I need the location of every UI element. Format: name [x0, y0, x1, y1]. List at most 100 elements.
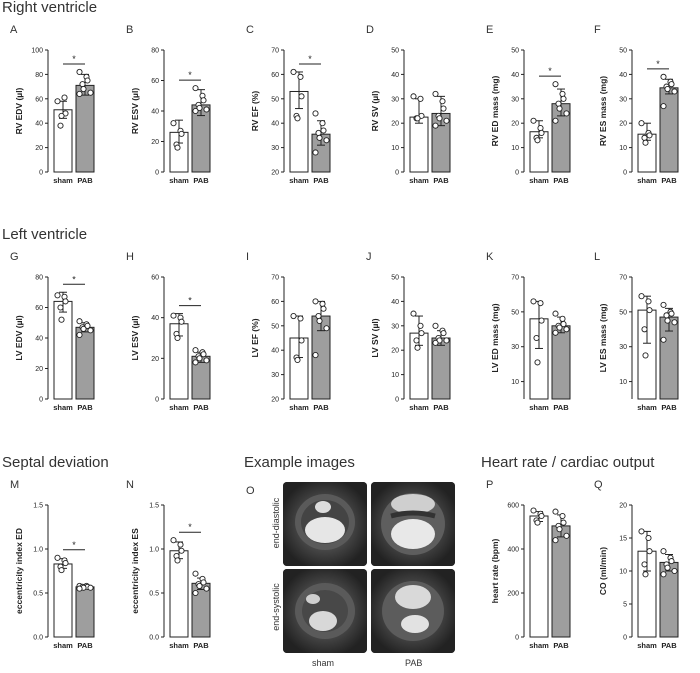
data-point [87, 89, 94, 96]
bar-pab [75, 326, 95, 400]
data-point [57, 122, 64, 129]
data-point [439, 98, 446, 105]
y-axis-label: LV SV (µl) [370, 318, 380, 357]
y-tick-label: 20 [271, 397, 279, 404]
category-label: PAB [661, 176, 677, 185]
data-point [537, 300, 544, 307]
data-point [298, 337, 305, 344]
y-tick-label: 20 [35, 366, 43, 373]
y-tick-label: 20 [391, 348, 399, 355]
data-point [174, 144, 181, 151]
panel-letter: D [366, 24, 374, 36]
y-tick-label: 400 [507, 547, 519, 554]
data-point [319, 120, 326, 127]
data-point [559, 512, 566, 520]
data-point [192, 570, 199, 577]
data-point [660, 548, 667, 555]
y-axis-label: eccentricity index ES [130, 528, 140, 614]
data-point [668, 310, 675, 317]
significance-star: * [308, 54, 312, 64]
category-label: PAB [313, 176, 329, 185]
y-tick-label: 70 [271, 48, 279, 55]
significance-star: * [188, 296, 192, 306]
y-axis-label: eccentricity index ED [14, 528, 24, 614]
data-point [552, 117, 559, 124]
data-point [556, 105, 563, 112]
y-tick-label: 10 [391, 145, 399, 152]
y-tick-label: 20 [391, 121, 399, 128]
chart-panel-f: F RV ES mass (mg) 0 10 20 30 40 50 sham PAB * [594, 24, 679, 185]
data-point [660, 73, 667, 80]
y-tick-label: 40 [271, 121, 279, 128]
chart-panel-l: L LV ES mass (mg) 10 30 50 70 sham PAB [594, 251, 679, 412]
data-point [642, 352, 649, 359]
y-tick-label: 10 [511, 379, 519, 386]
data-point [530, 117, 537, 124]
y-tick-label: 60 [35, 305, 43, 312]
data-point [57, 304, 64, 311]
mri-image [283, 482, 367, 566]
category-label: sham [53, 176, 73, 185]
data-point [642, 139, 649, 146]
category-label: sham [637, 403, 657, 412]
data-point [192, 347, 199, 354]
category-label: PAB [661, 641, 677, 650]
data-point [178, 318, 185, 325]
category-label: sham [289, 176, 309, 185]
data-point [414, 344, 421, 351]
data-point [294, 115, 301, 122]
category-label: sham [529, 176, 549, 185]
data-point [62, 560, 69, 567]
data-point [76, 331, 83, 338]
y-tick-label: 10 [511, 145, 519, 152]
mri-pab-end-systolic [371, 569, 455, 653]
y-axis-label: RV EF (%) [250, 91, 260, 132]
y-tick-label: 40 [35, 121, 43, 128]
bar-pab [659, 87, 679, 173]
y-axis-label: RV ESV (µl) [130, 88, 140, 134]
y-tick-label: 30 [271, 145, 279, 152]
panel-letter: E [486, 24, 493, 36]
data-point [534, 519, 541, 526]
data-point [54, 292, 61, 299]
data-point [58, 112, 65, 119]
image-col-label-pab: PAB [405, 658, 423, 668]
data-point [645, 534, 652, 542]
data-point [410, 93, 417, 100]
y-tick-label: 0.0 [149, 635, 159, 642]
data-point [76, 585, 83, 592]
bar-sham [529, 515, 549, 638]
y-axis-label: LV EF (%) [250, 318, 260, 357]
y-tick-label: 15 [619, 536, 627, 543]
category-label: PAB [433, 403, 449, 412]
mri-sham-end-diastolic [283, 482, 367, 566]
y-tick-label: 40 [511, 72, 519, 79]
y-tick-label: 0 [395, 397, 399, 404]
data-point [559, 90, 566, 97]
y-tick-label: 60 [151, 275, 159, 282]
data-point [660, 103, 667, 110]
data-point [192, 589, 199, 597]
y-tick-label: 50 [511, 309, 519, 316]
data-point [552, 81, 559, 88]
category-label: sham [169, 176, 189, 185]
data-point [660, 336, 667, 343]
data-point [440, 105, 447, 112]
data-point [87, 327, 94, 334]
category-label: PAB [553, 403, 569, 412]
data-point [316, 134, 323, 141]
category-label: PAB [661, 403, 677, 412]
data-point [436, 115, 443, 122]
panel-letter: L [594, 251, 600, 263]
data-point [196, 355, 203, 362]
y-tick-label: 80 [35, 72, 43, 79]
data-point [79, 81, 86, 88]
data-point [638, 120, 645, 127]
y-axis-label: RV ED mass (mg) [490, 75, 500, 146]
y-tick-label: 50 [619, 48, 627, 55]
y-tick-label: 20 [35, 145, 43, 152]
significance-star: * [656, 59, 660, 69]
data-point [664, 317, 671, 324]
data-point [192, 85, 199, 92]
